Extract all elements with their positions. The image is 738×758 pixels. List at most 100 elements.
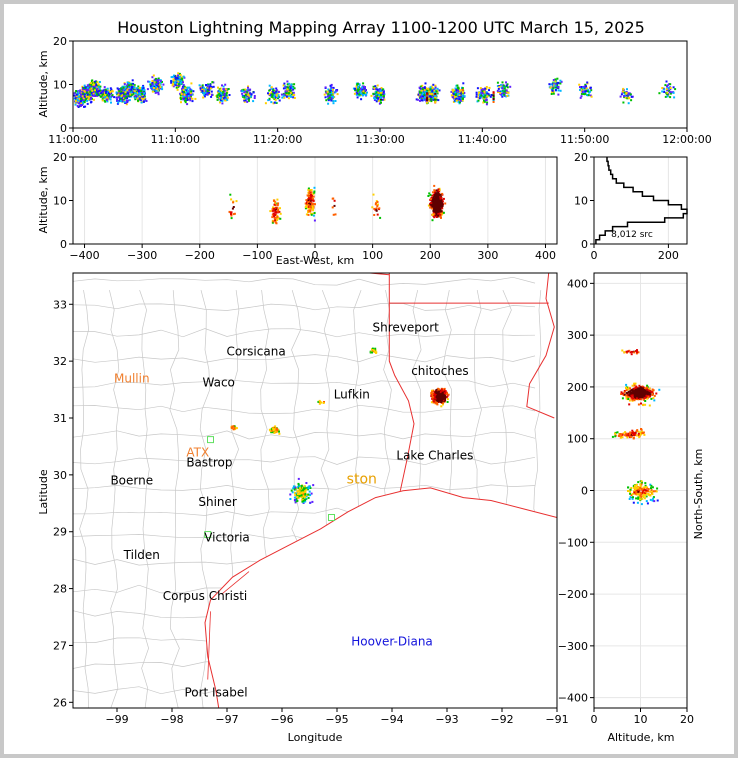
time-source-point bbox=[130, 94, 133, 96]
time-source-point bbox=[434, 90, 437, 93]
time-source-point bbox=[83, 84, 86, 87]
ew-source-point bbox=[276, 208, 279, 211]
time-source-point bbox=[455, 95, 458, 98]
time-source-point bbox=[138, 93, 141, 96]
time-source-point bbox=[85, 97, 88, 100]
time-source-point bbox=[94, 95, 97, 97]
map-source-point bbox=[299, 487, 301, 490]
map-source-point bbox=[278, 430, 280, 433]
time-source-point bbox=[92, 81, 94, 84]
ns-source-point bbox=[631, 384, 634, 387]
time-source-point bbox=[454, 100, 457, 103]
ew-source-point bbox=[437, 191, 440, 194]
time-source-point bbox=[364, 89, 367, 92]
time-source-point bbox=[287, 92, 290, 95]
map-source-point bbox=[304, 498, 306, 501]
time-source-point bbox=[247, 97, 250, 100]
time-source-point bbox=[154, 77, 157, 80]
time-source-point bbox=[170, 76, 173, 79]
time-source-point bbox=[177, 83, 180, 86]
time-source-point bbox=[176, 83, 179, 86]
time-source-point bbox=[120, 88, 123, 91]
ew-source-point bbox=[435, 189, 438, 192]
time-source-point bbox=[222, 85, 225, 88]
map-source-point bbox=[295, 500, 298, 503]
time-source-point bbox=[86, 93, 89, 96]
time-source-point bbox=[221, 102, 224, 105]
time-source-point bbox=[503, 88, 505, 91]
city-label: Lufkin bbox=[334, 388, 370, 402]
time-source-point bbox=[124, 96, 127, 99]
time-source-point bbox=[559, 79, 562, 82]
map-source-point bbox=[435, 394, 438, 397]
time-source-point bbox=[101, 92, 104, 95]
time-source-point bbox=[551, 89, 554, 92]
time-source-point bbox=[429, 86, 432, 89]
time-source-point bbox=[123, 93, 126, 96]
time-source-point bbox=[627, 102, 630, 105]
ew-source-point bbox=[431, 200, 434, 203]
time-source-point bbox=[292, 88, 295, 91]
time-source-point bbox=[171, 75, 174, 78]
time-source-point bbox=[475, 91, 478, 94]
map-source-point bbox=[319, 401, 322, 404]
time-source-point bbox=[227, 88, 230, 90]
ew-source-point bbox=[233, 212, 236, 215]
county-line bbox=[73, 354, 536, 363]
time-source-point bbox=[559, 89, 562, 92]
map-source-point bbox=[439, 397, 441, 399]
time-source-point bbox=[424, 96, 427, 99]
map-source-point bbox=[289, 498, 292, 500]
ew-source-point bbox=[434, 214, 436, 217]
time-source-point bbox=[629, 93, 632, 96]
time-source-point bbox=[142, 87, 145, 90]
map-source-point bbox=[311, 500, 314, 503]
time-source-point bbox=[117, 88, 120, 91]
ew-source-point bbox=[274, 214, 276, 216]
time-source-point bbox=[130, 83, 133, 86]
time-source-point bbox=[588, 91, 591, 94]
time-source-point bbox=[477, 96, 480, 99]
time-source-point bbox=[185, 95, 188, 98]
time-source-point bbox=[429, 88, 432, 91]
map-source-point bbox=[436, 391, 439, 394]
county-line bbox=[73, 276, 536, 286]
ew-source-point bbox=[440, 200, 443, 203]
time-source-point bbox=[187, 97, 189, 100]
map-source-point bbox=[442, 388, 445, 391]
time-source-point bbox=[178, 76, 181, 79]
map-source-point bbox=[309, 501, 312, 504]
time-source-point bbox=[664, 95, 667, 98]
map-panel-xtick-label: −97 bbox=[215, 713, 238, 726]
time-source-point bbox=[84, 87, 87, 90]
time-source-point bbox=[276, 96, 279, 98]
map-source-point bbox=[440, 405, 443, 408]
map-source-point bbox=[430, 395, 433, 398]
time-source-point bbox=[155, 81, 158, 84]
time-source-point bbox=[253, 97, 256, 99]
time-source-point bbox=[86, 102, 89, 105]
time-source-point bbox=[430, 94, 433, 96]
time-source-point bbox=[461, 88, 464, 91]
ew-source-point bbox=[430, 199, 433, 202]
time-source-point bbox=[128, 82, 131, 85]
map-source-point bbox=[444, 390, 447, 393]
time-source-point bbox=[669, 83, 672, 86]
time-source-point bbox=[427, 96, 430, 99]
time-source-point bbox=[82, 96, 85, 98]
time-source-point bbox=[669, 87, 672, 89]
ew-source-point bbox=[438, 205, 441, 208]
map-source-point bbox=[301, 497, 304, 500]
time-source-point bbox=[101, 93, 104, 96]
time-source-point bbox=[86, 84, 89, 87]
ew-source-point bbox=[271, 221, 274, 224]
time-source-point bbox=[204, 91, 207, 94]
time-source-point bbox=[222, 90, 225, 93]
time-source-point bbox=[186, 92, 189, 95]
time-source-point bbox=[119, 92, 122, 95]
time-source-point bbox=[267, 99, 270, 102]
time-source-point bbox=[373, 87, 376, 90]
map-source-point bbox=[304, 491, 307, 493]
time-source-point bbox=[153, 81, 156, 84]
time-source-point bbox=[427, 97, 430, 100]
